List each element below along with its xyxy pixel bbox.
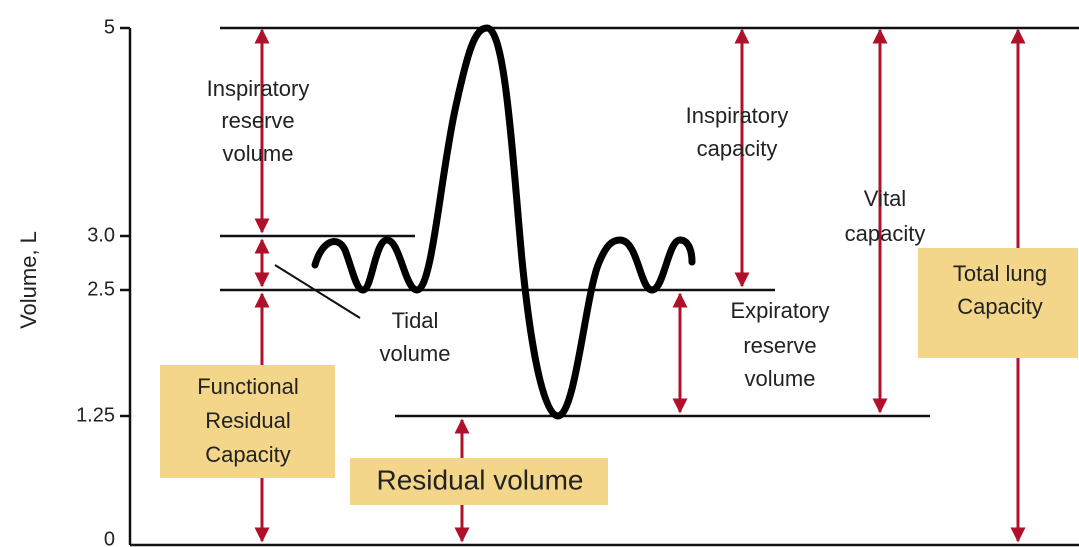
tick-label: 5 [104,16,115,38]
label: Vital [864,186,906,211]
tick-label: 0 [104,528,115,547]
label: Inspiratory [207,76,310,101]
leader-line [274,264,361,319]
label: Functional [197,374,299,399]
label: volume [380,341,451,366]
tick-label: 2.5 [87,278,115,300]
tick-label: 1.25 [76,404,115,426]
label: reserve [743,333,816,358]
label: capacity [697,136,778,161]
tick-label: 3.0 [87,224,115,246]
label: capacity [845,221,926,246]
label: Tidal [392,308,439,333]
label: Residual [205,408,291,433]
label: Capacity [957,294,1043,319]
label: Capacity [205,442,291,467]
label: volume [745,366,816,391]
labels: Inspiratory reserve volume Tidal volume … [197,76,1047,496]
label-box [918,248,1078,358]
label: reserve [221,108,294,133]
spirogram [311,24,696,420]
label: Residual volume [377,464,584,495]
label-box [350,458,608,505]
level-lines [130,26,1079,547]
label: Inspiratory [686,103,789,128]
axis-label: Volume, L [16,231,41,329]
label-box [160,365,335,478]
label: Total lung [953,261,1047,286]
label: volume [223,141,294,166]
ticks: 5 3.0 2.5 1.25 0 [76,16,130,547]
label: Expiratory [730,298,829,323]
